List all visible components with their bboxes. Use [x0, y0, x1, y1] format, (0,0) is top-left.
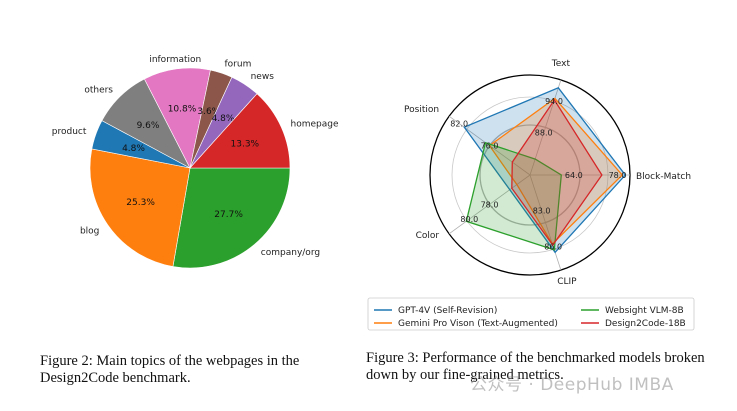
- pie-label-blog: blog: [80, 227, 99, 237]
- pie-pct-blog: 25.3%: [126, 198, 155, 208]
- radar-legend: GPT-4V (Self-Revision) Gemini Pro Vison (…: [367, 297, 695, 331]
- figures-canvas: 27.7% company/org 25.3% blog 4.8% product 9.6%…: [52, 55, 695, 331]
- radar-tick-text: 94.0: [545, 97, 563, 106]
- topics-pie-chart: 27.7% company/org 25.3% blog 4.8% product 9.6%…: [52, 55, 339, 269]
- legend-box: [367, 297, 695, 331]
- radar-tick-position: 82.0: [450, 120, 468, 129]
- watermark: 公众号 · DeepHub IMBA: [470, 375, 674, 395]
- pie-pct-homepage: 13.3%: [231, 140, 260, 150]
- pie-pct-company-org: 27.7%: [214, 210, 243, 220]
- radar-tick-color: 78.0: [481, 200, 499, 209]
- figure-3-caption: Figure 3: Performance of the benchmarked…: [366, 350, 705, 383]
- pie-label-forum: forum: [225, 60, 252, 70]
- radar-tick-text: 88.0: [535, 129, 553, 138]
- pie-label-product: product: [52, 127, 87, 137]
- legend-entry-gemini-pro-vison-text-augmented: Gemini Pro Vison (Text-Augmented): [398, 319, 558, 329]
- radar-axis-label-position: Position: [404, 105, 439, 115]
- pie-pct-news: 4.8%: [212, 114, 235, 124]
- pie-label-others: others: [84, 85, 113, 95]
- pie-label-news: news: [251, 72, 275, 82]
- radar-tick-position: 76.0: [481, 142, 499, 151]
- radar-tick-block-match: 78.0: [609, 171, 627, 180]
- pie-pct-others: 9.6%: [137, 121, 160, 131]
- pie-slice-homepage: [189, 93, 291, 169]
- figure-2-caption: Figure 2: Main topics of the webpages in…: [40, 353, 300, 386]
- pie-label-homepage: homepage: [291, 119, 339, 129]
- pie-slice-blog: [89, 148, 191, 267]
- radar-spoke-clip: [529, 174, 562, 271]
- legend-entry-websight-vlm-8b: Websight VLM-8B: [605, 306, 684, 316]
- radar-axis-label-text: Text: [551, 59, 571, 69]
- pie-pct-product: 4.8%: [122, 144, 145, 154]
- pie-slice-information: [144, 67, 211, 169]
- pie-pct-forum: 3.6%: [197, 107, 220, 117]
- radar-series-design2code-18b: [511, 98, 603, 247]
- pie-pct-information: 10.8%: [168, 105, 197, 115]
- radar-axis-label-block-match: Block-Match: [636, 172, 691, 182]
- pie-label-company-org: company/org: [261, 248, 320, 258]
- radar-tick-block-match: 64.0: [565, 171, 583, 180]
- legend-entry-gpt-4v-self-revision: GPT-4V (Self-Revision): [398, 306, 497, 316]
- radar-tick-color: 80.0: [460, 215, 478, 224]
- metrics-radar-chart: 88.094.064.0 78.083.086.078.080.076.082.0…: [404, 59, 691, 287]
- pie-label-information: information: [149, 55, 201, 65]
- radar-tick-clip: 83.0: [533, 207, 551, 216]
- radar-axis-label-clip: CLIP: [557, 277, 577, 287]
- pie-slice-company-org: [172, 167, 291, 269]
- legend-entry-design2code-18b: Design2Code-18B: [605, 319, 686, 329]
- radar-tick-clip: 86.0: [544, 242, 562, 251]
- radar-axis-label-color: Color: [416, 231, 440, 241]
